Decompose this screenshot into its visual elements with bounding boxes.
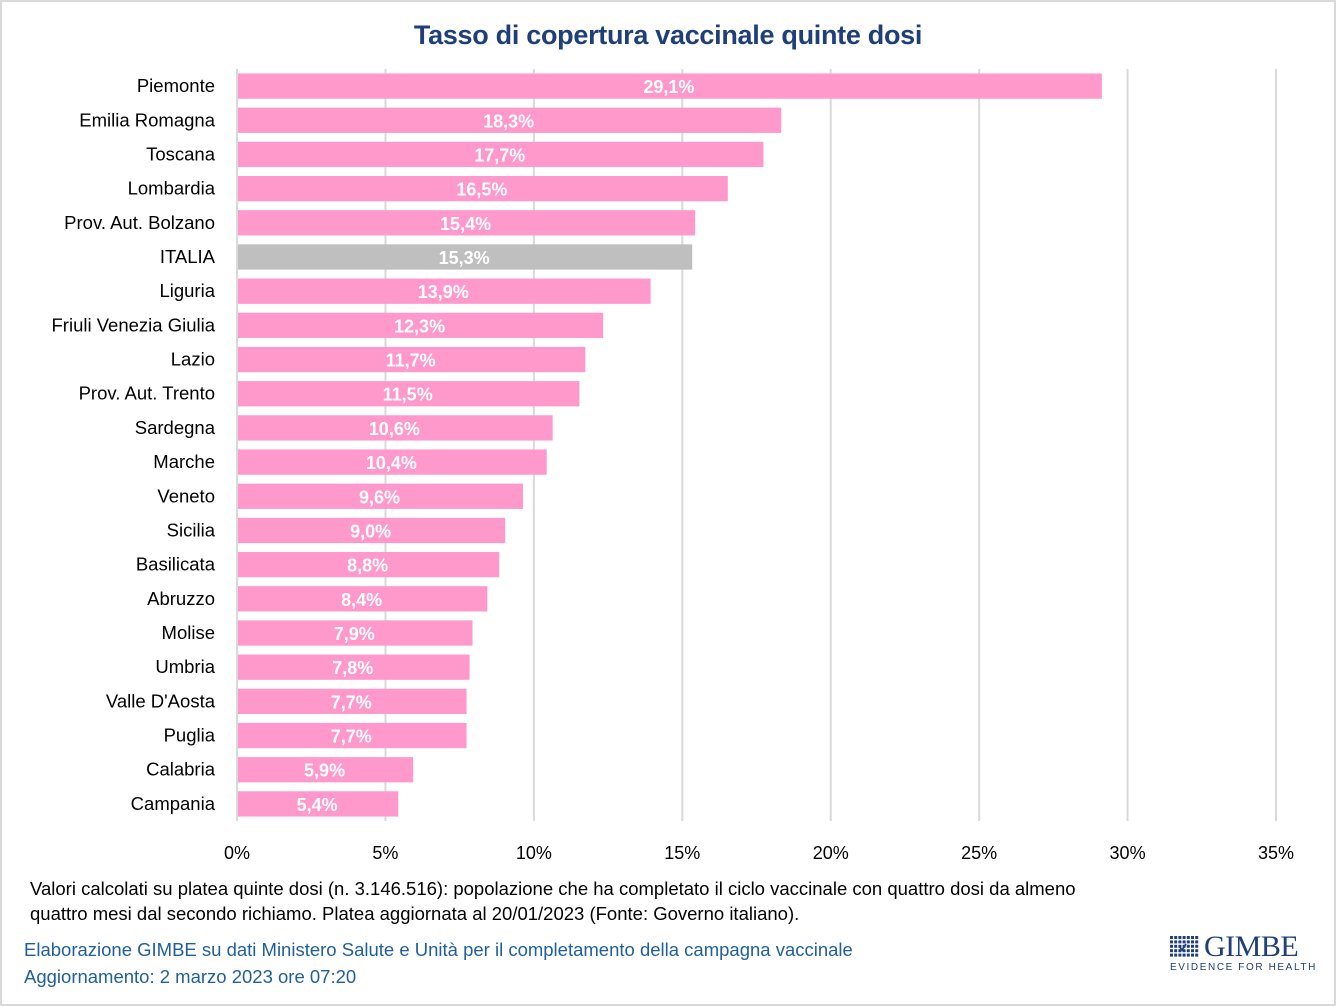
- x-tick-label: 10%: [516, 843, 552, 863]
- category-label: Sardegna: [135, 417, 216, 438]
- bar: [238, 278, 651, 304]
- data-label: 15,3%: [439, 248, 490, 268]
- bar: [238, 654, 470, 680]
- category-label: ITALIA: [160, 246, 216, 267]
- chart-title: Tasso di copertura vaccinale quinte dosi: [413, 20, 923, 50]
- credit-line-1: Elaborazione GIMBE su dati Ministero Sal…: [24, 939, 853, 960]
- data-label: 13,9%: [418, 282, 469, 302]
- category-label: Valle D'Aosta: [106, 690, 216, 711]
- category-label: Campania: [131, 793, 216, 814]
- data-label: 9,6%: [359, 487, 400, 507]
- x-tick-label: 15%: [664, 843, 700, 863]
- category-label: Abruzzo: [147, 588, 215, 609]
- category-label: Sicilia: [167, 519, 216, 540]
- credit-line-2: Aggiornamento: 2 marzo 2023 ore 07:20: [24, 966, 357, 987]
- x-tick-label: 35%: [1258, 843, 1294, 863]
- category-label: Prov. Aut. Trento: [79, 383, 215, 404]
- category-label: Lazio: [171, 349, 215, 370]
- data-label: 5,4%: [297, 795, 338, 815]
- data-label: 16,5%: [456, 180, 507, 200]
- data-label: 11,5%: [383, 385, 433, 405]
- x-tick-label: 30%: [1110, 843, 1146, 863]
- category-label: Toscana: [146, 143, 216, 164]
- x-tick-label: 0%: [224, 843, 250, 863]
- bar: [238, 312, 604, 339]
- category-label: Liguria: [159, 280, 215, 301]
- x-tick-label: 20%: [813, 843, 849, 863]
- bar: [238, 449, 547, 475]
- data-label: 11,7%: [386, 351, 436, 371]
- category-label: Friuli Venezia Giulia: [52, 314, 216, 335]
- bar: [238, 517, 506, 544]
- data-label: 17,7%: [474, 145, 525, 165]
- bar: [238, 483, 523, 509]
- category-label: Prov. Aut. Bolzano: [64, 212, 215, 233]
- gimbe-logo: GIMBE EVIDENCE FOR HEALTH: [1168, 930, 1315, 974]
- data-label: 10,6%: [369, 419, 420, 439]
- bar: [238, 688, 467, 715]
- data-label: 7,7%: [331, 727, 372, 747]
- bar: [238, 551, 500, 578]
- bars: [238, 73, 1102, 817]
- footnote: Valori calcolati su platea quinte dosi (…: [30, 876, 1270, 926]
- x-tick-label: 25%: [961, 843, 997, 863]
- bar: [238, 791, 399, 817]
- category-label: Lombardia: [128, 178, 216, 199]
- category-label: Basilicata: [136, 554, 216, 575]
- bar: [238, 175, 728, 202]
- logo-tagline: EVIDENCE FOR HEALTH: [1170, 962, 1317, 973]
- data-label: 7,7%: [331, 692, 372, 712]
- bar: [238, 620, 473, 646]
- footnote-line-2: quattro mesi dal secondo richiamo. Plate…: [30, 903, 800, 924]
- data-label: 15,4%: [440, 214, 491, 234]
- x-tick-label: 5%: [372, 843, 398, 863]
- category-label: Emilia Romagna: [79, 109, 215, 130]
- bar: [238, 381, 580, 407]
- data-label: 10,4%: [366, 453, 417, 473]
- data-label: 8,4%: [341, 590, 382, 610]
- category-label: Molise: [162, 622, 215, 643]
- category-label: Piemonte: [137, 75, 215, 96]
- category-labels: Piemonte Emilia Romagna Toscana Lombardia Pr…: [52, 75, 216, 814]
- bar-chart: 29,1% 18,3% 17,7% 16,5% 15,4% 15,3% 13,9% 12,3%…: [52, 69, 1294, 863]
- data-label: 18,3%: [483, 111, 534, 131]
- data-label: 5,9%: [304, 761, 345, 781]
- data-label: 7,8%: [332, 658, 373, 678]
- bar: [238, 586, 488, 612]
- x-tick-labels: 0% 5% 10% 15% 20% 25% 30% 35%: [224, 843, 1294, 863]
- bar: [238, 210, 696, 236]
- bar: [238, 73, 1102, 99]
- data-label: 9,0%: [350, 521, 391, 541]
- data-label: 29,1%: [643, 77, 694, 97]
- bar: [238, 757, 414, 783]
- bar: [238, 415, 553, 441]
- bar: [238, 141, 764, 168]
- category-label: Puglia: [164, 725, 216, 746]
- logo-grid-icon: [1170, 936, 1199, 957]
- category-label: Veneto: [157, 485, 215, 506]
- category-label: Marche: [153, 451, 215, 472]
- category-label: Umbria: [155, 656, 215, 677]
- data-label: 12,3%: [394, 316, 445, 336]
- bar: [238, 244, 693, 270]
- data-label: 7,9%: [334, 624, 375, 644]
- bar: [238, 722, 467, 749]
- footnote-line-1: Valori calcolati su platea quinte dosi (…: [30, 878, 1076, 899]
- bar: [238, 346, 586, 373]
- bar: [238, 107, 782, 133]
- data-label: 8,8%: [347, 556, 388, 576]
- logo-name: GIMBE: [1204, 930, 1299, 963]
- category-label: Calabria: [146, 759, 216, 780]
- credit: Elaborazione GIMBE su dati Ministero Sal…: [24, 936, 853, 990]
- data-labels: 29,1% 18,3% 17,7% 16,5% 15,4% 15,3% 13,9% 12,3%…: [297, 77, 695, 815]
